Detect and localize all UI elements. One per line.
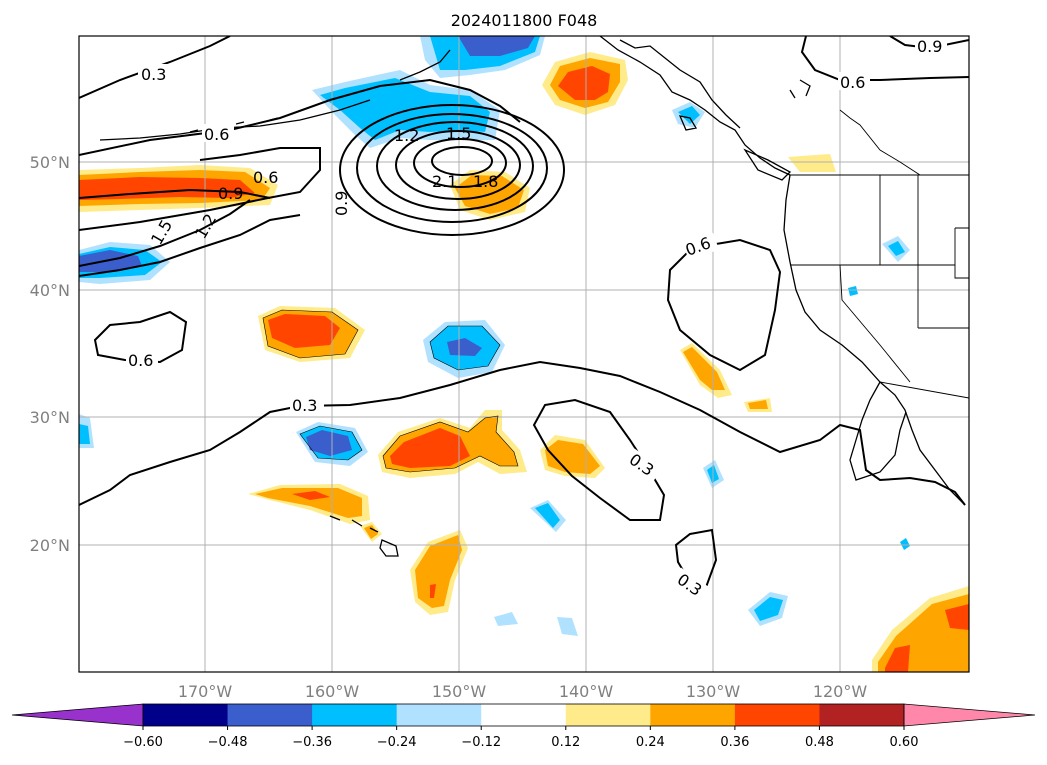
colorbar-tick-label: 0.12 [551, 735, 580, 750]
colorbar-tick-label: −0.36 [292, 735, 332, 750]
contour-labels: 0.3 0.9 0.6 0.6 1.2 1.5 0.6 0.9 2.1 1.8 … [126, 36, 947, 605]
anomaly-fills [79, 36, 969, 672]
label-central-1.8: 1.8 [473, 172, 498, 191]
label-central-1.5: 1.5 [446, 124, 471, 143]
lat-label: 40°N [30, 281, 70, 300]
colorbar-tick-label: 0.24 [636, 735, 665, 750]
colorbar-tick-label: 0.36 [720, 735, 749, 750]
map-plot-area: 0.3 0.9 0.6 0.6 1.2 1.5 0.6 0.9 2.1 1.8 … [79, 36, 969, 672]
colorbar: −0.60 −0.48 −0.36 −0.24 −0.12 0.12 0.24 0.36 0.4… [11, 703, 1036, 750]
lat-label: 50°N [30, 153, 70, 172]
colorbar-segment [227, 704, 313, 726]
label-nw-0.6: 0.6 [204, 125, 229, 144]
label-nw-0.3: 0.3 [141, 65, 166, 84]
contour-0.6-east [666, 238, 782, 372]
colorbar-tick-label: −0.12 [461, 735, 501, 750]
latitude-labels: 50°N 40°N 30°N 20°N [30, 153, 70, 555]
lon-label: 140°W [559, 682, 614, 701]
colorbar-segment [312, 704, 398, 726]
colorbar-extend-low [11, 703, 144, 727]
colorbar-segment [565, 704, 651, 726]
fill-outlines [262, 309, 519, 473]
longitude-labels: 170°W 160°W 150°W 140°W 130°W 120°W [178, 682, 868, 701]
contour-0.9-central [339, 104, 565, 236]
lat-label: 20°N [30, 536, 70, 555]
lon-label: 130°W [686, 682, 741, 701]
label-west-0.6: 0.6 [253, 168, 278, 187]
colorbar-segment [481, 704, 567, 726]
lon-label: 170°W [178, 682, 233, 701]
lon-label: 160°W [305, 682, 360, 701]
label-southwest-0.6: 0.6 [128, 351, 153, 370]
map-title: 2024011800 F048 [451, 11, 598, 30]
colorbar-segment [143, 704, 229, 726]
colorbar-extend-high [903, 703, 1036, 727]
label-central-0.9: 0.9 [332, 191, 351, 216]
borders [790, 109, 969, 399]
colorbar-segment [819, 704, 905, 726]
colorbar-tick-label: −0.24 [377, 735, 417, 750]
label-ne-0.6: 0.6 [840, 73, 865, 92]
colorbar-tick-label: −0.60 [123, 735, 163, 750]
lon-label: 150°W [432, 682, 487, 701]
colorbar-segment [734, 704, 820, 726]
lat-label: 30°N [30, 408, 70, 427]
contour-0.3-north [79, 36, 231, 99]
gridlines [79, 36, 969, 672]
colorbar-segment [650, 704, 736, 726]
label-mid-0.3: 0.3 [292, 396, 317, 415]
colorbar-tick-label: −0.48 [208, 735, 248, 750]
map-frame [78, 35, 970, 673]
colorbar-tick-label: 0.48 [805, 735, 834, 750]
colorbar-tick-label: 0.60 [890, 735, 919, 750]
label-ne-0.9: 0.9 [917, 37, 942, 56]
lon-label: 120°W [813, 682, 868, 701]
contour-0.6-north [79, 78, 521, 156]
contours [79, 36, 969, 592]
label-west-0.9: 0.9 [218, 184, 243, 203]
label-central-1.2: 1.2 [394, 126, 419, 145]
contour-0.3-main [79, 360, 966, 506]
colorbar-segment [396, 704, 482, 726]
contour-0.6-southwest [93, 310, 188, 364]
label-central-2.1: 2.1 [432, 172, 457, 191]
